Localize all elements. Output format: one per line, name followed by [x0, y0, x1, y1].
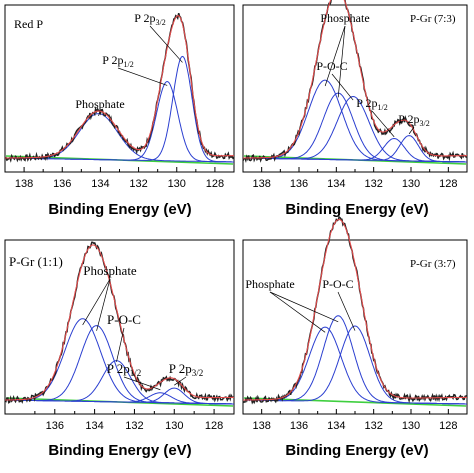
component-peak-1 [243, 326, 467, 405]
annotation-leader [324, 25, 346, 87]
x-tick-label: 132 [129, 178, 147, 190]
annotation-leader [123, 376, 161, 391]
component-peak-5 [5, 387, 234, 405]
component-peak-3 [5, 55, 234, 163]
x-tick-label: 134 [91, 178, 109, 190]
peak-annotation: Phosphate [245, 277, 294, 291]
fit-envelope [5, 15, 234, 159]
component-peak-1 [243, 79, 467, 163]
annotation-leader [82, 278, 111, 326]
annotation-leader [371, 110, 395, 138]
x-tick-label: 138 [252, 420, 270, 432]
annotation-leader [98, 111, 101, 117]
measured-spectrum [4, 12, 235, 163]
component-peak-1 [5, 113, 234, 163]
peak-annotation: Phosphate [83, 263, 137, 278]
x-axis-label: Binding Energy (eV) [48, 442, 191, 459]
annotation-leader [117, 67, 168, 86]
x-tick-label: 134 [327, 420, 345, 432]
x-tick-label: 128 [206, 178, 224, 190]
panel-title: Red P [14, 17, 43, 31]
component-peak-3 [243, 95, 467, 163]
x-tick-label: 134 [327, 178, 345, 190]
x-tick-label: 128 [439, 420, 457, 432]
plot-frame [4, 239, 235, 415]
peak-annotation: P 2p1/2 [107, 361, 142, 378]
annotation-leader [269, 291, 326, 333]
annotation-leader [174, 376, 187, 386]
x-axis-label: Binding Energy (eV) [48, 201, 191, 218]
annotation-leader [116, 327, 125, 362]
x-tick-label: 132 [364, 420, 382, 432]
measured-spectrum [242, 215, 468, 405]
annotation-leader [337, 25, 346, 98]
fit-envelope [5, 244, 234, 401]
peak-annotation: P-O-C [107, 312, 141, 327]
fit-envelope [243, 218, 467, 401]
panel-title: P-Gr (7:3) [410, 13, 456, 25]
panel-2: 138 136 134 132 130 128 Binding Energy (eV) P-G… [242, 0, 468, 218]
x-tick-label: 130 [165, 420, 183, 432]
panel-1: 138 136 134 132 130 128 Binding Energy (eV) Red… [4, 4, 235, 218]
peak-annotation: P 2p1/2 [102, 53, 133, 69]
x-tick-label: 136 [46, 420, 64, 432]
component-peak-2 [5, 80, 234, 163]
annotation-leader [337, 291, 356, 331]
x-tick-label: 130 [402, 420, 420, 432]
peak-annotation: P 2p3/2 [398, 112, 429, 128]
annotation-leader [331, 73, 354, 101]
panel-4: 138 136 134 132 130 128 Binding Energy (eV) P-G… [242, 215, 468, 459]
x-tick-label: 132 [125, 420, 143, 432]
peak-annotation: P 2p3/2 [134, 11, 165, 27]
peak-annotation: Phosphate [320, 11, 369, 25]
x-tick-label: 128 [439, 178, 457, 190]
x-tick-label: 136 [290, 420, 308, 432]
x-tick-label: 134 [85, 420, 103, 432]
component-peak-2 [243, 92, 467, 163]
annotation-leader [408, 126, 415, 135]
peak-annotation: P-O-C [316, 59, 347, 73]
fit-envelope [243, 0, 467, 159]
peak-annotation: P 2p1/2 [356, 96, 387, 112]
peak-annotation: P 2p3/2 [169, 361, 204, 378]
x-tick-label: 132 [364, 178, 382, 190]
x-tick-label: 138 [252, 178, 270, 190]
peak-annotation: Phosphate [75, 97, 124, 111]
component-peak-2 [243, 315, 467, 405]
annotation-leader [96, 278, 111, 331]
x-tick-label: 138 [15, 178, 33, 190]
component-peak-5 [243, 135, 467, 163]
x-tick-label: 130 [168, 178, 186, 190]
panel-title: P-Gr (1:1) [9, 254, 63, 269]
annotation-leader [149, 25, 183, 63]
panel-title: P-Gr (3:7) [410, 258, 456, 270]
x-tick-label: 130 [402, 178, 420, 190]
peak-annotation: P-O-C [322, 277, 353, 291]
x-tick-label: 128 [205, 420, 223, 432]
panel-3: 136 134 132 130 128 Binding Energy (eV) P-Gr (… [4, 239, 235, 459]
x-axis-label: Binding Energy (eV) [285, 201, 428, 218]
x-axis-label: Binding Energy (eV) [285, 442, 428, 459]
x-tick-label: 136 [53, 178, 71, 190]
plot-frame [242, 4, 468, 173]
annotation-leader [269, 291, 339, 323]
component-peak-3 [243, 325, 467, 405]
x-tick-label: 136 [290, 178, 308, 190]
